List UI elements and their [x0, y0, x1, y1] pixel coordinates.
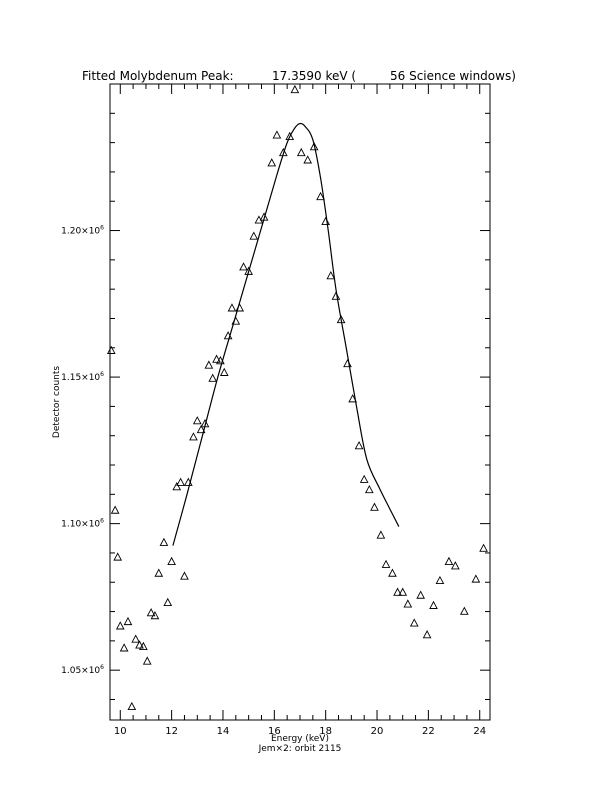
data-point — [159, 537, 169, 546]
x-tick-label: 24 — [473, 726, 486, 737]
data-point — [167, 556, 176, 565]
data-point — [176, 477, 185, 486]
data-point — [272, 130, 282, 139]
data-point — [354, 441, 364, 450]
data-point — [123, 616, 133, 626]
data-point — [227, 303, 237, 312]
data-point — [254, 215, 264, 224]
x-tick-label: 22 — [422, 726, 435, 737]
data-point — [183, 477, 193, 486]
data-point — [309, 142, 319, 151]
data-point — [429, 600, 438, 609]
data-point — [192, 416, 202, 425]
data-point — [244, 266, 253, 275]
data-point — [435, 575, 445, 585]
data-point — [216, 356, 225, 365]
fit-curve — [172, 122, 400, 546]
x-tick-label: 10 — [114, 726, 127, 737]
data-point — [409, 618, 419, 627]
y-tick-labels: 1.05×106 1.10×106 1.15×106 1.20×106 — [61, 225, 104, 677]
y-tick-label: 1.10×106 — [61, 518, 104, 530]
data-point — [479, 543, 488, 552]
data-point — [259, 212, 269, 221]
data-point — [278, 147, 288, 157]
data-point — [459, 606, 469, 615]
data-point — [336, 314, 346, 324]
data-point — [239, 262, 248, 271]
data-point — [388, 568, 397, 577]
data-point — [146, 608, 156, 617]
data-point — [398, 587, 408, 596]
data-point — [381, 559, 391, 568]
data-point — [212, 354, 221, 363]
data-point — [119, 643, 129, 652]
data-point — [110, 505, 120, 514]
data-point — [106, 345, 116, 354]
chart-title-label: Fitted Molybdenum Peak: — [82, 69, 234, 83]
data-point — [316, 191, 325, 201]
data-point — [127, 701, 137, 711]
data-point — [113, 552, 123, 561]
data-point — [200, 419, 210, 428]
data-point — [189, 432, 198, 441]
data-point — [150, 610, 160, 620]
data-point — [343, 358, 352, 368]
data-point — [296, 147, 306, 157]
x-tick-label: 12 — [165, 726, 178, 737]
data-point — [223, 331, 233, 340]
x-axis-label: Energy (keV) — [271, 734, 329, 744]
data-point — [231, 316, 241, 325]
data-point — [135, 640, 144, 649]
data-point — [364, 484, 374, 494]
plot-frame — [109, 83, 491, 721]
y-tick-label: 1.05×106 — [61, 664, 104, 676]
data-point — [142, 656, 152, 665]
x-tick-label: 14 — [217, 726, 230, 737]
x-tick-label: 18 — [319, 726, 332, 737]
data-point — [444, 556, 454, 565]
data-point — [154, 568, 164, 577]
data-point — [393, 587, 402, 596]
y-axis-label: Detector counts — [52, 366, 62, 438]
chart-title-value: 17.3590 keV ( — [272, 69, 356, 83]
data-point — [416, 590, 426, 599]
data-point — [348, 394, 357, 403]
data-point — [331, 291, 341, 300]
data-point — [204, 360, 214, 369]
data-point — [131, 634, 141, 643]
data-point — [172, 482, 182, 491]
data-point — [326, 271, 336, 280]
y-tick-label: 1.20×106 — [61, 225, 104, 237]
data-point — [219, 367, 229, 376]
data-point — [180, 571, 189, 580]
data-point — [196, 424, 206, 434]
data-point — [163, 597, 173, 607]
y-tick-label: 1.15×106 — [61, 371, 104, 383]
data-point — [208, 373, 218, 382]
data-point — [235, 303, 245, 312]
chart-title-windows: 56 Science windows) — [390, 69, 516, 83]
data-point — [450, 561, 460, 570]
data-point — [139, 641, 148, 650]
x-tick-labels: 10 12 14 16 18 20 22 24 — [114, 726, 486, 737]
data-point — [290, 84, 300, 94]
data-point — [267, 158, 277, 167]
data-point — [471, 574, 481, 583]
axis-ticks — [110, 84, 490, 720]
data-point — [376, 530, 386, 539]
data-point — [249, 231, 259, 240]
data-point — [321, 216, 331, 226]
data-point — [422, 630, 432, 639]
data-point — [359, 474, 369, 483]
data-points — [106, 84, 488, 711]
data-point — [370, 502, 379, 511]
footer-label: Jem×2: orbit 2115 — [258, 744, 342, 754]
x-tick-label: 20 — [371, 726, 384, 737]
data-point — [285, 131, 295, 141]
data-point — [303, 155, 313, 164]
data-point — [403, 599, 413, 608]
x-tick-label: 16 — [268, 726, 281, 737]
data-point — [115, 621, 125, 630]
